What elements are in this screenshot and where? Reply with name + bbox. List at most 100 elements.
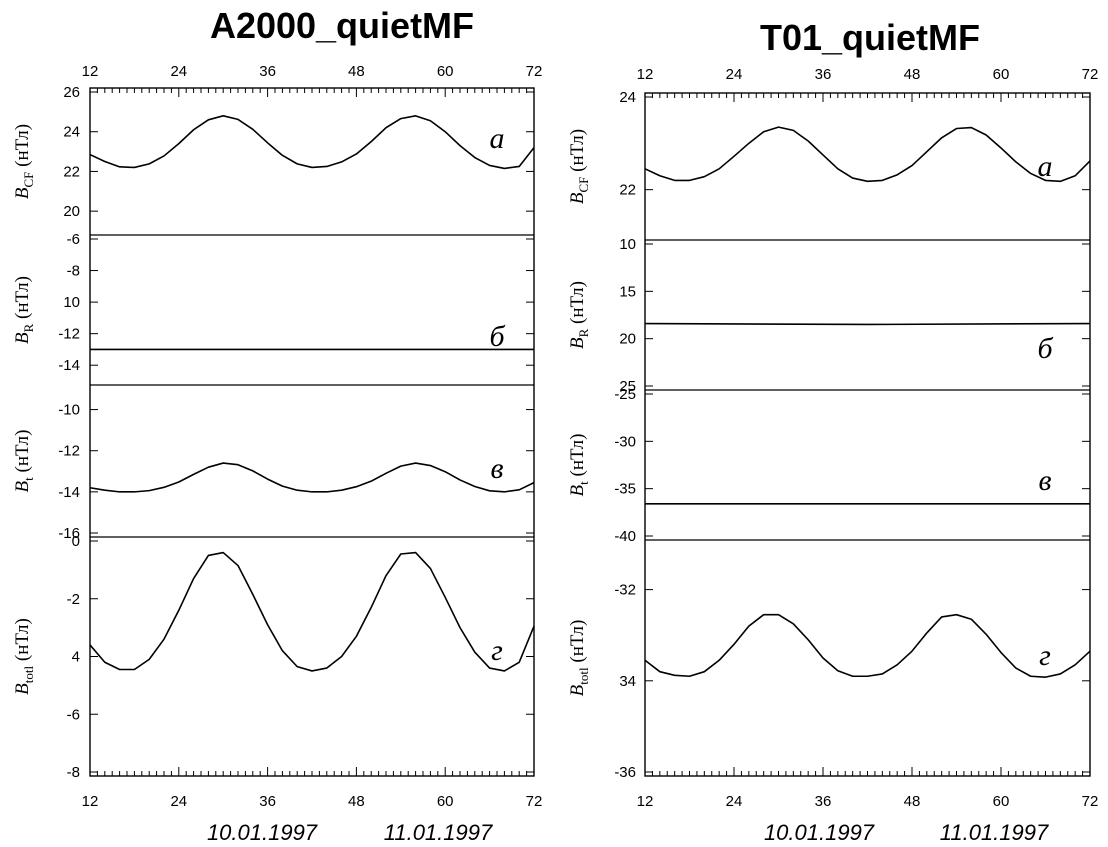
y-axis-label-unit: (нТл) <box>567 620 588 668</box>
panel-letter: а <box>490 122 505 155</box>
x-tick-label-top: 60 <box>993 66 1010 83</box>
y-tick-label: 20 <box>63 203 80 220</box>
plot-frame <box>89 87 535 777</box>
panel-1: 10 15 20 25 BR (нТл) б <box>567 236 1091 395</box>
panel-letter: г <box>491 634 503 667</box>
x-tick-label-bottom: 48 <box>348 793 365 810</box>
x-tick-label-bottom: 36 <box>815 793 832 810</box>
y-tick-label: 25 <box>619 378 636 395</box>
y-axis-label-subscript: totl <box>576 667 591 685</box>
y-axis-label: Bt (нТл) <box>12 430 36 493</box>
y-axis-label-unit: (нТл) <box>567 129 588 177</box>
y-axis-label-symbol: B <box>12 683 33 695</box>
y-axis-label-subscript: totl <box>21 666 36 684</box>
panel-letter: б <box>1037 332 1053 365</box>
y-tick-label: -14 <box>58 357 80 374</box>
x-tick-label-top: 48 <box>348 63 365 80</box>
y-axis-label: BCF (нТл) <box>12 124 36 199</box>
series-line <box>644 613 1091 678</box>
y-tick-label: -32 <box>614 582 636 599</box>
y-axis-label-symbol: B <box>12 187 33 199</box>
y-tick-label: 24 <box>63 124 80 141</box>
date-label: 11.01.1997 <box>940 820 1049 845</box>
y-tick-label: -14 <box>58 484 80 501</box>
series-line <box>89 115 535 170</box>
x-tick-label-bottom: 36 <box>259 793 276 810</box>
y-tick-label: 4 <box>72 649 80 666</box>
y-tick-label: -25 <box>614 386 636 403</box>
y-axis-label-unit: (нТл) <box>12 124 33 172</box>
y-tick-label: -6 <box>67 706 80 723</box>
chart-0: A2000_quietMF 12 12 24 24 36 36 48 48 60 60 72 72 10.… <box>12 5 542 845</box>
panel-0: 22 24 BCF (нТл) а <box>567 89 1091 204</box>
y-axis-label-symbol: B <box>567 337 588 349</box>
y-axis-label: BR (нТл) <box>567 281 591 349</box>
y-tick-label: -40 <box>614 528 636 545</box>
y-axis-label-subscript: R <box>576 328 591 337</box>
y-tick-label: 20 <box>619 331 636 348</box>
series-line <box>89 551 535 672</box>
y-axis-label-symbol: B <box>567 192 588 204</box>
y-tick-label: -30 <box>614 433 636 450</box>
panel-2: -10 -12 -14 -16 Bt (нТл) в <box>12 384 535 542</box>
date-label: 10.01.1997 <box>764 820 875 845</box>
y-tick-label: -6 <box>67 231 80 248</box>
y-tick-label: 10 <box>63 294 80 311</box>
y-axis-label: Bt (нТл) <box>567 434 591 497</box>
y-axis-label: BCF (нТл) <box>567 129 591 204</box>
y-tick-label: 22 <box>619 182 636 199</box>
panel-letter: б <box>489 320 505 353</box>
y-axis-label-symbol: B <box>567 484 588 496</box>
y-axis-label-subscript: CF <box>576 177 591 193</box>
y-axis-label-unit: (нТл) <box>12 618 33 666</box>
y-tick-label: -8 <box>67 263 80 280</box>
x-tick-label-top: 12 <box>637 66 654 83</box>
x-tick-label-bottom: 72 <box>1082 793 1099 810</box>
panel-1: -6 -8 10 -12 -14 BR (нТл) б <box>12 231 534 374</box>
y-axis-label-unit: (нТл) <box>12 276 33 324</box>
x-tick-label-top: 72 <box>1082 66 1099 83</box>
x-tick-label-top: 12 <box>82 63 99 80</box>
x-tick-label-top: 60 <box>437 63 454 80</box>
y-tick-label: 10 <box>619 236 636 253</box>
panel-letter: а <box>1038 150 1053 183</box>
panel-letter: в <box>1038 464 1051 497</box>
y-tick-label: -35 <box>614 481 636 498</box>
y-axis-label-subscript: t <box>576 481 591 485</box>
y-tick-label: -12 <box>58 326 80 343</box>
y-axis-label: BR (нТл) <box>12 276 36 344</box>
x-tick-label-bottom: 24 <box>170 793 187 810</box>
panel-letter: в <box>490 452 503 485</box>
x-tick-label-top: 48 <box>904 66 921 83</box>
panel-3: 0 -2 4 -6 -8 Btotl (нТл) г <box>12 533 535 781</box>
x-tick-label-bottom: 72 <box>526 793 543 810</box>
y-tick-label: -10 <box>58 402 80 419</box>
y-axis-label-symbol: B <box>12 332 33 344</box>
date-label: 10.01.1997 <box>207 820 318 845</box>
y-axis-label: Btotl (нТл) <box>12 618 36 695</box>
x-tick-label-bottom: 12 <box>637 793 654 810</box>
panel-0: 20 22 24 26 BCF (нТл) а <box>12 84 535 220</box>
plot-frame <box>644 92 1091 777</box>
y-tick-label: 22 <box>63 163 80 180</box>
y-axis-label-unit: (нТл) <box>12 430 33 478</box>
x-tick-label-bottom: 24 <box>726 793 743 810</box>
chart-1: T01_quietMF12122424363648486060727210.01… <box>567 17 1098 845</box>
chart-title: T01_quietMF <box>760 17 980 58</box>
series-line <box>644 322 1091 326</box>
y-tick-label: 24 <box>619 89 636 106</box>
series-line <box>644 126 1091 183</box>
y-tick-label: 15 <box>619 283 636 300</box>
y-axis-label-symbol: B <box>12 480 33 492</box>
y-axis-label: Btotl (нТл) <box>567 620 591 697</box>
y-tick-label: 26 <box>63 84 80 101</box>
y-axis-label-subscript: t <box>21 477 36 481</box>
x-tick-label-bottom: 48 <box>904 793 921 810</box>
x-tick-label-top: 24 <box>170 63 187 80</box>
x-tick-label-top: 36 <box>259 63 276 80</box>
y-tick-label: -16 <box>58 525 80 542</box>
y-axis-label-symbol: B <box>567 684 588 696</box>
x-tick-label-bottom: 12 <box>82 793 99 810</box>
y-axis-label-unit: (нТл) <box>567 434 588 482</box>
